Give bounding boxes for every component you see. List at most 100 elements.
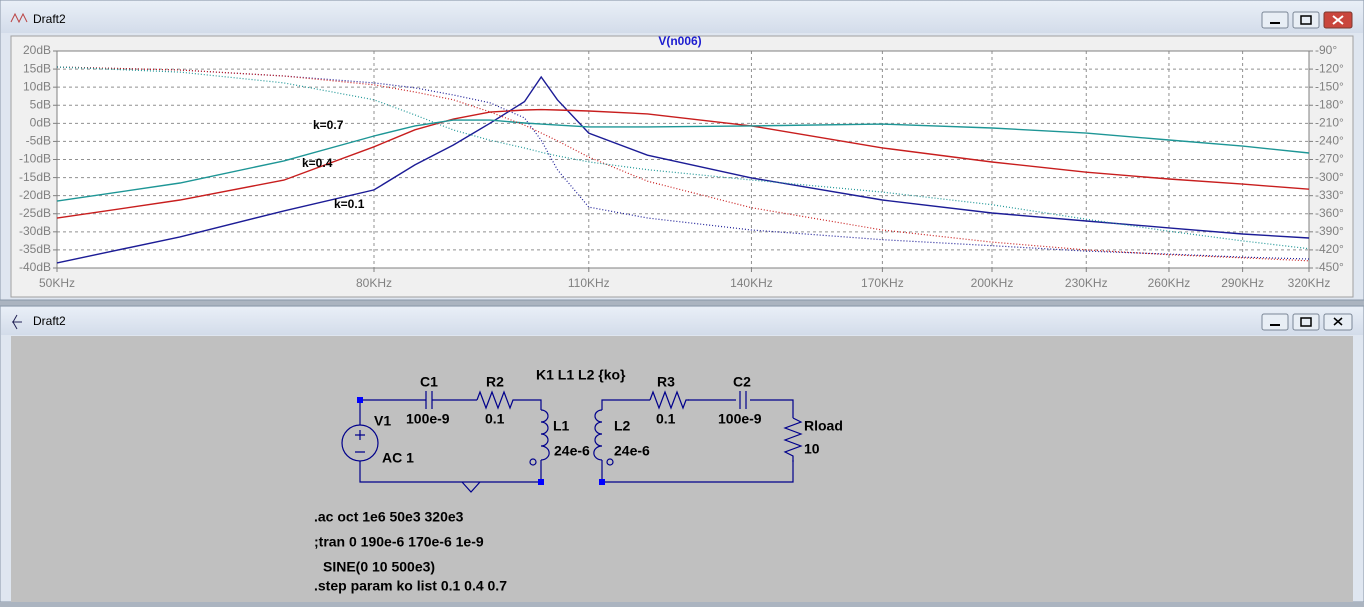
coupling-directive: K1 L1 L2 {ko} <box>536 367 626 383</box>
y-tick-label: 20dB <box>23 43 51 57</box>
component-value: 100e-9 <box>718 411 762 427</box>
component-name: L1 <box>553 418 570 434</box>
y2-tick-label: -120° <box>1315 61 1344 75</box>
y2-tick-label: -390° <box>1315 224 1344 238</box>
series-label: k=0.7 <box>313 118 344 132</box>
magnitude-line <box>56 108 1310 219</box>
resistor <box>476 390 515 410</box>
phase-line <box>56 66 1310 250</box>
spice-directive: .ac oct 1e6 50e3 320e3 <box>314 509 464 525</box>
y2-tick-label: -210° <box>1315 116 1344 130</box>
window-icon <box>10 12 28 24</box>
minimize-button[interactable] <box>1261 313 1289 331</box>
component-name: R3 <box>657 374 675 390</box>
y-tick-label: -40dB <box>19 260 51 274</box>
phase-line <box>56 66 1310 260</box>
title-bar <box>1 1 1363 33</box>
y-tick-label: 15dB <box>23 61 51 75</box>
x-tick-label: 290KHz <box>1221 276 1264 290</box>
schematic-window: Draft2 C1 100e- <box>0 305 1364 603</box>
magnitude-line <box>56 119 1310 202</box>
y-tick-label: -15dB <box>19 170 51 184</box>
spice-directive: .step param ko list 0.1 0.4 0.7 <box>314 578 507 594</box>
y-tick-label: -35dB <box>19 242 51 256</box>
series-label: k=0.1 <box>334 197 365 211</box>
x-tick-label: 80KHz <box>356 276 392 290</box>
component-value: 100e-9 <box>406 411 450 427</box>
x-tick-label: 50KHz <box>39 276 75 290</box>
ground <box>461 481 481 493</box>
component-value: 24e-6 <box>614 443 650 459</box>
y2-tick-label: -450° <box>1315 260 1344 274</box>
x-tick-label: 200KHz <box>971 276 1014 290</box>
source-function: SINE(0 10 500e3) <box>323 559 435 575</box>
y2-tick-label: -240° <box>1315 134 1344 148</box>
component-value: 10 <box>804 441 820 457</box>
component-name: V1 <box>374 413 391 429</box>
y-tick-label: 5dB <box>30 97 51 111</box>
junction <box>357 397 363 403</box>
y-tick-label: 10dB <box>23 79 51 93</box>
close-glyph <box>1332 15 1344 25</box>
y-tick-label: -5dB <box>26 134 51 148</box>
wire <box>359 399 542 483</box>
resistor <box>649 390 689 410</box>
inductor <box>593 409 603 461</box>
maximize-button[interactable] <box>1292 11 1320 29</box>
component-value: 0.1 <box>656 411 676 427</box>
x-tick-label: 170KHz <box>861 276 904 290</box>
component-name: C1 <box>420 374 438 390</box>
y-tick-label: -20dB <box>19 188 51 202</box>
component-name: R2 <box>486 374 504 390</box>
y2-tick-label: -360° <box>1315 206 1344 220</box>
window-icon <box>12 314 22 330</box>
resistor <box>783 417 803 462</box>
component-value: 0.1 <box>485 411 505 427</box>
close-glyph <box>1333 317 1343 326</box>
window-title: Draft2 <box>33 314 66 328</box>
schematic-canvas <box>11 336 1353 602</box>
x-tick-label: 260KHz <box>1148 276 1191 290</box>
x-tick-label: 110KHz <box>568 276 610 290</box>
dot <box>529 458 537 466</box>
y2-tick-label: -180° <box>1315 97 1344 111</box>
x-tick-label: 140KHz <box>730 276 773 290</box>
window-title: Draft2 <box>33 12 66 26</box>
y2-tick-label: -420° <box>1315 242 1344 256</box>
phase-line <box>56 66 1310 262</box>
plot-window: Draft2 <box>0 0 1364 301</box>
junction <box>599 479 605 485</box>
voltage-source <box>341 424 379 462</box>
component-name: Rload <box>804 418 843 434</box>
x-tick-label: 320KHz <box>1288 276 1331 290</box>
y-tick-label: -25dB <box>19 206 51 220</box>
plot-frame <box>56 50 1310 269</box>
y2-tick-label: -330° <box>1315 188 1344 202</box>
y2-tick-label: -90° <box>1315 43 1337 57</box>
minimize-button[interactable] <box>1261 11 1289 29</box>
y-tick-label: -10dB <box>19 152 51 166</box>
maximize-glyph <box>1300 15 1312 25</box>
maximize-glyph <box>1300 317 1312 327</box>
series-label: k=0.4 <box>302 156 333 170</box>
inductor <box>540 409 550 461</box>
component-name: C2 <box>733 374 751 390</box>
component-value: AC 1 <box>382 450 414 466</box>
maximize-button[interactable] <box>1292 313 1320 331</box>
capacitor <box>739 391 747 409</box>
polarity <box>355 430 365 453</box>
wire <box>601 399 794 483</box>
y-tick-label: -30dB <box>19 224 51 238</box>
chart: V(n006) 50KHz 80KHz 110KHz 140KHz 170KHz 200K… <box>19 34 1344 290</box>
x-tick-label: 230KHz <box>1065 276 1108 290</box>
chart-title: V(n006) <box>658 34 701 48</box>
y2-tick-label: -150° <box>1315 79 1344 93</box>
component-value: 24e-6 <box>554 443 590 459</box>
y2-tick-label: -270° <box>1315 152 1344 166</box>
component-name: L2 <box>614 418 631 434</box>
magnitude-line <box>56 75 1310 264</box>
y-tick-label: 0dB <box>30 116 51 130</box>
title-bar <box>1 307 1363 335</box>
